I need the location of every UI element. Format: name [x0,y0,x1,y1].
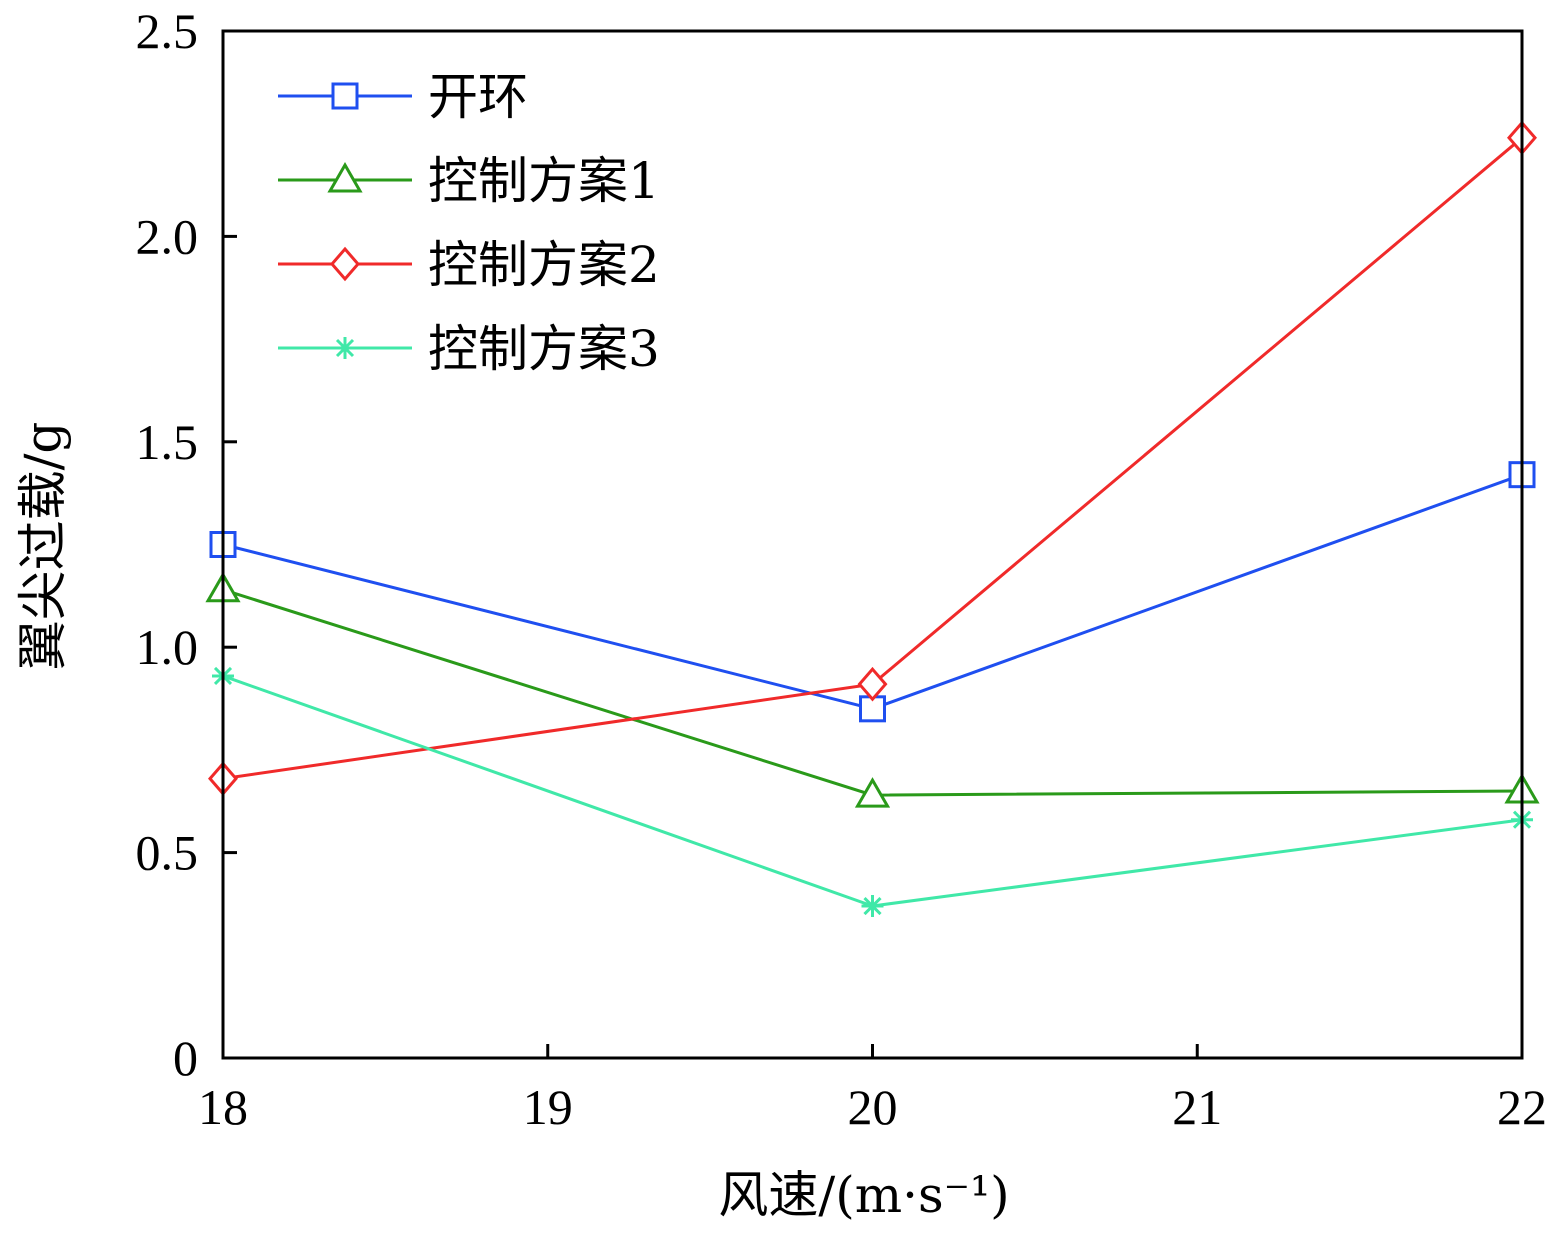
legend-label-1: 开环 [428,68,528,126]
x-axis-title: 风速/(m·s⁻¹) [718,1166,1009,1224]
legend-marker-1 [331,82,359,110]
y-tick-label: 1.5 [136,414,199,470]
series-4-point [861,895,884,918]
series-2-point [854,777,891,808]
x-tick-label: 20 [848,1079,898,1135]
y-axis-title: 翼尖过载/g [14,422,72,671]
legend-marker-2 [327,161,363,193]
y-tick-label: 1.0 [136,619,199,675]
legend-marker-3 [330,246,360,282]
y-tick-label: 0 [173,1030,198,1086]
x-tick-label: 22 [1497,1079,1547,1135]
x-tick-label: 18 [198,1079,248,1135]
legend-label-4: 控制方案3 [428,320,660,378]
x-tick-label: 21 [1172,1079,1222,1135]
x-tick-label: 19 [523,1079,573,1135]
legend-label-2: 控制方案1 [428,152,660,210]
legend-marker-4 [334,337,356,359]
y-tick-label: 2.5 [136,3,199,59]
legend-label-3: 控制方案2 [428,236,660,294]
y-tick-label: 2.0 [136,208,199,264]
series-3-point [857,666,888,702]
y-tick-label: 0.5 [136,825,199,881]
plot-frame [221,29,1524,1060]
